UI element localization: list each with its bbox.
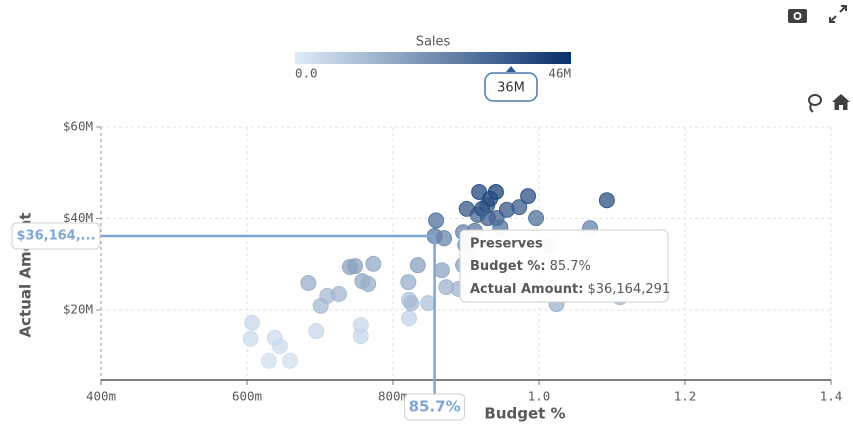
legend-marker — [506, 66, 516, 72]
camera-icon[interactable] — [788, 9, 807, 23]
point[interactable] — [244, 314, 261, 331]
point[interactable] — [242, 330, 259, 347]
crosshair-x-box — [404, 393, 466, 421]
legend-marker-box — [484, 72, 538, 102]
point[interactable] — [308, 323, 325, 340]
point[interactable] — [282, 352, 299, 369]
x-tick-label: 600m — [232, 389, 262, 404]
y-tick-label: $40M — [63, 210, 93, 225]
lasso-icon[interactable] — [808, 94, 822, 113]
point[interactable] — [428, 212, 445, 229]
point[interactable] — [598, 192, 615, 209]
tooltip: Preserves Budget %: 85.7% Actual Amount: $36… — [459, 229, 670, 303]
point[interactable] — [409, 257, 426, 274]
point[interactable] — [365, 255, 382, 272]
x-axis-title: Budget % — [484, 405, 565, 423]
color-bar — [295, 52, 571, 64]
point[interactable] — [352, 328, 369, 345]
tooltip-row: Actual Amount: $36,164,291 — [470, 282, 670, 297]
x-tick-label: 400m — [86, 389, 116, 404]
point[interactable] — [520, 188, 537, 205]
point[interactable] — [300, 275, 317, 292]
tooltip-box — [459, 229, 669, 303]
point[interactable] — [400, 274, 417, 291]
crosshair-y-box — [11, 222, 101, 250]
expand-icon[interactable] — [829, 5, 847, 23]
y-tick-label: $60M — [63, 119, 93, 134]
legend-title: Sales — [416, 35, 451, 50]
point[interactable] — [360, 275, 377, 292]
point[interactable] — [482, 190, 499, 207]
x-tick-label: 800m — [378, 389, 408, 404]
point[interactable] — [511, 199, 528, 216]
crosshair-x-label: 85.7% — [409, 398, 461, 416]
point[interactable] — [271, 338, 288, 355]
y-tick-label: $20M — [63, 302, 93, 317]
x-tick-label: 1.4 — [820, 389, 843, 404]
crosshair-y-label: $36,164,... — [17, 229, 96, 244]
tooltip-row: Budget %: 85.7% — [470, 259, 591, 274]
point[interactable] — [458, 200, 475, 217]
point[interactable] — [420, 295, 437, 312]
point[interactable] — [347, 258, 364, 275]
point[interactable] — [330, 285, 347, 302]
tooltip-value: 85.7% — [550, 259, 591, 274]
legend-min: 0.0 — [295, 66, 318, 81]
x-tick-label: 1.0 — [528, 389, 551, 404]
legend-max: 46M — [548, 66, 571, 81]
legend-marker-label: 36M — [497, 81, 525, 96]
point[interactable] — [433, 262, 450, 279]
point[interactable] — [403, 295, 420, 312]
tooltip-field: Budget %: — [470, 259, 546, 274]
tooltip-value: $36,164,291 — [587, 282, 670, 297]
point[interactable] — [436, 230, 453, 247]
point[interactable] — [401, 310, 418, 327]
point[interactable] — [260, 352, 277, 369]
home-icon[interactable] — [832, 94, 850, 110]
point[interactable] — [528, 210, 545, 227]
x-tick-label: 1.2 — [674, 389, 697, 404]
tooltip-field: Actual Amount: — [470, 282, 583, 297]
tooltip-title: Preserves — [470, 237, 543, 252]
